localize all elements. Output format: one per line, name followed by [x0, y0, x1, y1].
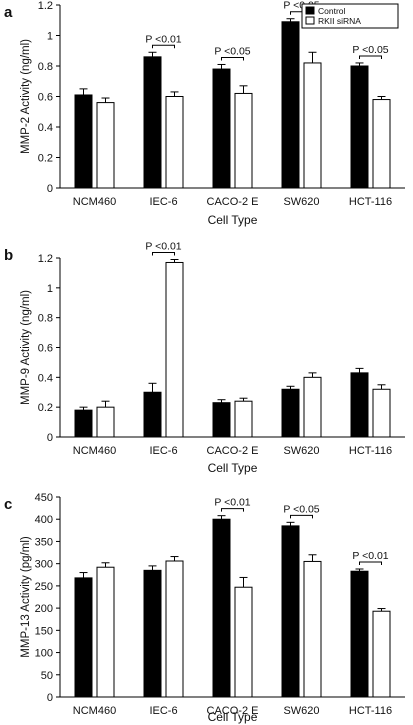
panel-c-bar-control — [212, 518, 231, 698]
panel-a-legend-swatch-rkii-sirna — [305, 16, 315, 25]
panel-a-significance-bracket — [359, 55, 382, 59]
panel-c-bar-rkii-sirna — [372, 610, 391, 698]
panel-b-bar-rkii-sirna — [96, 406, 115, 438]
panel-a-bar-rkii-sirna — [165, 96, 184, 189]
panel-c-bar-rkii-sirna — [234, 586, 253, 698]
panel-c-y-tick-label: 50 — [41, 670, 53, 682]
panel-b-bar-control — [143, 391, 162, 438]
panel-c-x-axis-label: Cell Type — [208, 710, 258, 724]
panel-c-category-label: HCT-116 — [349, 705, 392, 717]
panel-c-bar-rkii-sirna — [96, 566, 115, 698]
panel-c-category-label: NCM460 — [73, 705, 116, 717]
panel-a-y-tick-label: 1 — [47, 31, 53, 43]
panel-b-y-tick-label: 0.6 — [38, 343, 53, 355]
panel-a-category-label: CACO-2 E — [207, 196, 259, 208]
panel-c-y-tick-label: 250 — [35, 581, 53, 593]
panel-a-p-value-label: P <0.01 — [145, 33, 181, 45]
panel-b-y-tick-label: 1 — [47, 283, 53, 295]
panel-a-letter: a — [4, 4, 13, 21]
panel-b-bar-control — [212, 402, 231, 438]
panel-a-y-tick-label: 0.4 — [38, 122, 53, 134]
panel-c-y-axis-label: MMP-13 Activity (pg/ml) — [20, 536, 32, 658]
panel-b-bar-control — [281, 388, 300, 438]
panel-b-bar-rkii-sirna — [303, 376, 322, 438]
panel-b-x-axis-label: Cell Type — [208, 461, 258, 475]
panel-a-legend-label-control: Control — [318, 6, 346, 16]
panel-b-y-tick-label: 0.2 — [38, 402, 53, 414]
panel-b-p-value-label: P <0.01 — [145, 240, 181, 252]
panel-a-legend-box — [301, 3, 399, 29]
panel-b-y-tick-label: 0 — [47, 432, 53, 444]
panel-a-category-label: SW620 — [283, 196, 319, 208]
panel-c-y-tick-label: 450 — [35, 492, 53, 504]
panel-b-category-label: SW620 — [283, 445, 319, 457]
panel-b-y-tick-label: 1.2 — [38, 253, 53, 265]
panel-a-significance-bracket — [152, 44, 175, 49]
panel-b-category-label: IEC-6 — [149, 445, 177, 457]
panel-a-bar-rkii-sirna — [234, 92, 253, 189]
panel-a-bar-control — [281, 21, 300, 189]
panel-b-significance-bracket — [152, 251, 175, 256]
panel-c-category-label: CACO-2 E — [207, 705, 259, 717]
panel-c-p-value-label: P <0.01 — [214, 497, 250, 509]
panel-a-y-tick-label: 0.2 — [38, 153, 53, 165]
panel-a-category-label: IEC-6 — [149, 196, 177, 208]
panel-a-y-axis-label: MMP-2 Activity (ng/ml) — [20, 39, 32, 154]
panel-b-bar-control — [74, 409, 93, 438]
panel-b-y-tick-label: 0.8 — [38, 313, 53, 325]
panel-c-y-tick-label: 200 — [35, 603, 53, 615]
panel-c-significance-bracket — [221, 508, 244, 512]
panel-b-category-label: NCM460 — [73, 445, 116, 457]
panel-a-p-value-label: P <0.05 — [214, 45, 250, 57]
panel-c-category-label: IEC-6 — [149, 705, 177, 717]
panel-a-legend-label-rkii-sirna: RKII siRNA — [318, 16, 361, 26]
panel-a-bar-rkii-sirna — [303, 62, 322, 189]
panel-b-y-axis-label: MMP-9 Activity (ng/ml) — [20, 290, 32, 405]
panel-a-y-tick-label: 0.6 — [38, 92, 53, 104]
panel-b-category-label: HCT-116 — [349, 445, 392, 457]
panel-c-y-tick-label: 150 — [35, 625, 53, 637]
panel-c-significance-bracket — [359, 561, 382, 565]
panel-c-significance-bracket — [290, 514, 313, 519]
panel-a-category-label: HCT-116 — [349, 196, 392, 208]
panel-c-y-tick-label: 300 — [35, 559, 53, 571]
panel-a-y-tick-label: 0.8 — [38, 61, 53, 73]
panel-c-bar-control — [74, 577, 93, 698]
panel-a-legend-swatch-control — [305, 6, 315, 15]
panel-a-bar-rkii-sirna — [372, 99, 391, 189]
panel-c-bar-control — [350, 570, 369, 698]
panel-c-bar-rkii-sirna — [165, 560, 184, 698]
panel-a-p-value-label: P <0.05 — [352, 44, 388, 56]
panel-c-category-label: SW620 — [283, 705, 319, 717]
panel-c-bar-control — [143, 569, 162, 698]
panel-b-letter: b — [4, 247, 13, 264]
panel-b-bar-rkii-sirna — [234, 400, 253, 438]
panel-c-bar-control — [281, 525, 300, 698]
panel-a-x-axis-label: Cell Type — [208, 213, 258, 227]
panel-c-bar-rkii-sirna — [303, 560, 322, 698]
panel-c-p-value-label: P <0.01 — [352, 550, 388, 562]
panel-a-bar-control — [212, 68, 231, 189]
panel-a-significance-bracket — [221, 56, 244, 61]
panel-a-bar-rkii-sirna — [96, 102, 115, 189]
panel-a-y-tick-label: 1.2 — [38, 0, 53, 12]
panel-c-y-tick-label: 0 — [47, 692, 53, 704]
panel-b-bar-rkii-sirna — [165, 261, 184, 438]
panel-a-category-label: NCM460 — [73, 196, 116, 208]
panel-a-y-tick-label: 0 — [47, 183, 53, 195]
panel-a-bar-control — [143, 56, 162, 189]
panel-c-y-tick-label: 400 — [35, 514, 53, 526]
panel-a-bar-control — [74, 94, 93, 189]
panel-b-bar-control — [350, 372, 369, 438]
panel-c-p-value-label: P <0.05 — [283, 503, 319, 515]
panel-b-bar-rkii-sirna — [372, 388, 391, 438]
panel-a-bar-control — [350, 65, 369, 189]
panel-b-y-tick-label: 0.4 — [38, 372, 53, 384]
panel-c-y-tick-label: 350 — [35, 536, 53, 548]
panel-c-y-tick-label: 100 — [35, 648, 53, 660]
panel-b-category-label: CACO-2 E — [207, 445, 259, 457]
panel-c-letter: c — [4, 496, 12, 513]
